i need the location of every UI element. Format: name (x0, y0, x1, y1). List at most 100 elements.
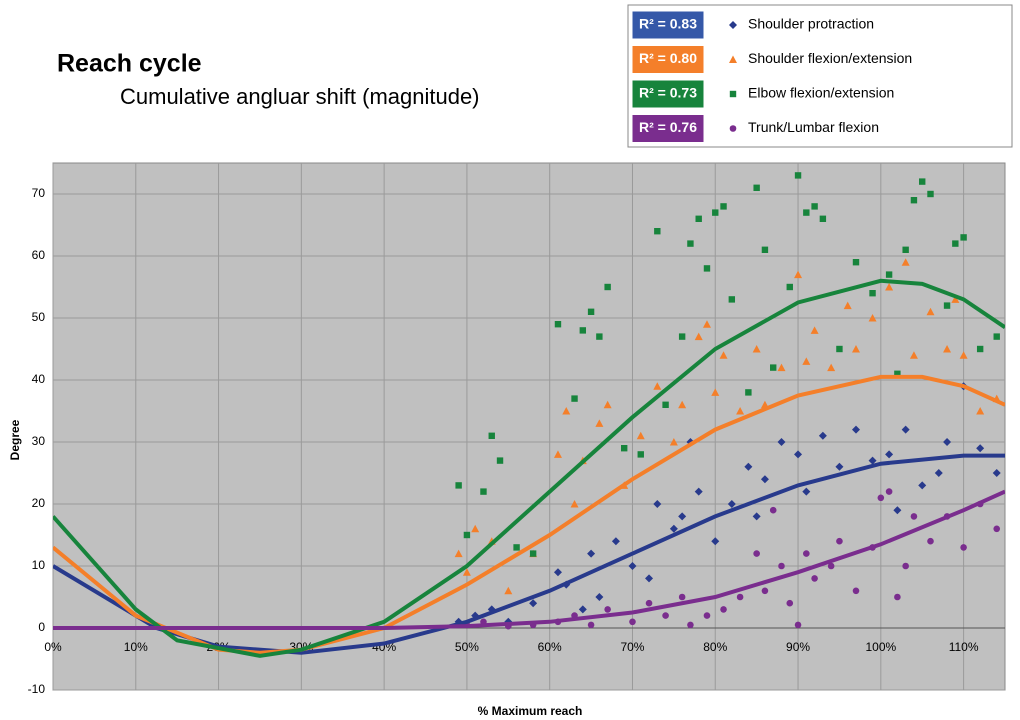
point (554, 321, 562, 328)
point (810, 326, 819, 334)
point (455, 482, 462, 489)
legend-r2: R² = 0.73 (639, 85, 697, 101)
x-tick-label: 60% (538, 640, 562, 654)
point (496, 457, 504, 464)
point (488, 432, 495, 439)
point (711, 388, 720, 396)
point (918, 481, 927, 490)
point (894, 370, 901, 377)
point (976, 407, 985, 415)
point (868, 314, 877, 322)
point (827, 363, 836, 372)
point (720, 203, 727, 210)
legend-badge (631, 79, 705, 109)
y-tick-label: 0 (38, 620, 45, 634)
point (992, 469, 1001, 477)
point (669, 438, 678, 446)
point (951, 295, 960, 303)
point (703, 612, 711, 619)
point (720, 606, 727, 613)
point (811, 575, 818, 582)
point (653, 500, 662, 508)
point (480, 488, 487, 495)
point (952, 240, 959, 247)
point (678, 333, 686, 340)
point (851, 345, 860, 353)
point (719, 351, 728, 359)
point (752, 345, 761, 353)
point (902, 562, 909, 570)
y-tick-label: 70 (32, 186, 46, 200)
legend-badge (631, 10, 705, 40)
point (869, 290, 876, 297)
point (803, 550, 810, 557)
x-tick-label: 110% (949, 640, 979, 654)
point (877, 494, 885, 502)
point (654, 228, 661, 235)
x-tick-label: 90% (786, 640, 810, 654)
legend-r2: R² = 0.83 (639, 16, 697, 32)
legend-badge (631, 45, 705, 74)
x-tick-label: 100% (865, 640, 896, 654)
legend-marker (729, 21, 737, 29)
point (901, 425, 910, 434)
point (959, 351, 968, 359)
point (571, 395, 578, 402)
point (943, 345, 952, 353)
point (976, 444, 985, 453)
point (910, 197, 918, 204)
point (595, 419, 604, 427)
point (802, 487, 811, 496)
point (471, 524, 480, 533)
point (794, 172, 802, 179)
legend-marker (729, 125, 737, 132)
point (504, 586, 513, 595)
point (894, 593, 901, 601)
y-tick-label: 60 (32, 248, 46, 262)
point (553, 568, 562, 577)
y-tick-label: 10 (32, 558, 46, 572)
point (993, 525, 1001, 533)
point (454, 549, 463, 558)
point (943, 302, 951, 309)
point (596, 333, 603, 340)
point (778, 562, 785, 570)
legend-marker (729, 55, 737, 63)
point (836, 345, 843, 353)
point (818, 431, 827, 440)
point (736, 407, 745, 415)
legend-badge (631, 114, 705, 143)
point (843, 301, 852, 310)
point (909, 351, 918, 359)
legend-r2: R² = 0.80 (639, 50, 697, 66)
point (976, 345, 984, 353)
point (811, 203, 818, 210)
point (745, 389, 752, 396)
point (943, 438, 952, 446)
x-tick-label: 50% (455, 640, 479, 654)
point (645, 599, 653, 607)
point (885, 488, 893, 495)
point (629, 618, 636, 626)
point (529, 550, 537, 557)
point (919, 178, 926, 185)
point (926, 307, 935, 316)
point (885, 271, 893, 278)
point (761, 246, 769, 253)
point (910, 513, 918, 520)
x-axis-label: % Maximum reach (478, 704, 583, 718)
point (553, 450, 562, 458)
point (678, 593, 686, 601)
point (902, 246, 909, 253)
point (760, 475, 769, 484)
y-tick-label: 20 (32, 496, 46, 510)
point (595, 593, 604, 601)
point (711, 537, 720, 546)
y-axis-label: Degree (8, 419, 22, 460)
point (562, 407, 571, 415)
point (687, 240, 694, 247)
point (934, 469, 943, 477)
point (852, 259, 860, 266)
point (669, 524, 678, 533)
